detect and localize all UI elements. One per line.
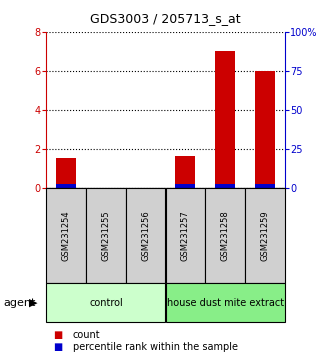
Bar	[56, 184, 76, 188]
Bar	[46, 283, 166, 322]
Bar	[56, 159, 76, 188]
Bar	[166, 188, 205, 283]
Text: ■: ■	[53, 330, 62, 339]
Text: ▶: ▶	[29, 298, 37, 308]
Text: GSM231258: GSM231258	[220, 210, 230, 261]
Bar	[205, 188, 245, 283]
Text: GSM231256: GSM231256	[141, 210, 150, 261]
Text: GSM231254: GSM231254	[62, 210, 71, 261]
Bar	[255, 71, 275, 188]
Text: control: control	[89, 298, 123, 308]
Text: GSM231257: GSM231257	[181, 210, 190, 261]
Bar	[166, 283, 285, 322]
Bar	[215, 51, 235, 188]
Bar	[245, 188, 285, 283]
Text: GDS3003 / 205713_s_at: GDS3003 / 205713_s_at	[90, 12, 241, 25]
Bar	[175, 184, 195, 188]
Bar	[255, 184, 275, 188]
Text: agent: agent	[3, 298, 36, 308]
Bar	[86, 188, 126, 283]
Bar	[46, 188, 86, 283]
Bar	[126, 188, 166, 283]
Text: GSM231255: GSM231255	[101, 210, 111, 261]
Text: GSM231259: GSM231259	[260, 210, 269, 261]
Text: count: count	[73, 330, 100, 339]
Bar	[175, 156, 195, 188]
Text: house dust mite extract: house dust mite extract	[166, 298, 284, 308]
Text: percentile rank within the sample: percentile rank within the sample	[73, 342, 238, 352]
Text: ■: ■	[53, 342, 62, 352]
Bar	[215, 184, 235, 188]
